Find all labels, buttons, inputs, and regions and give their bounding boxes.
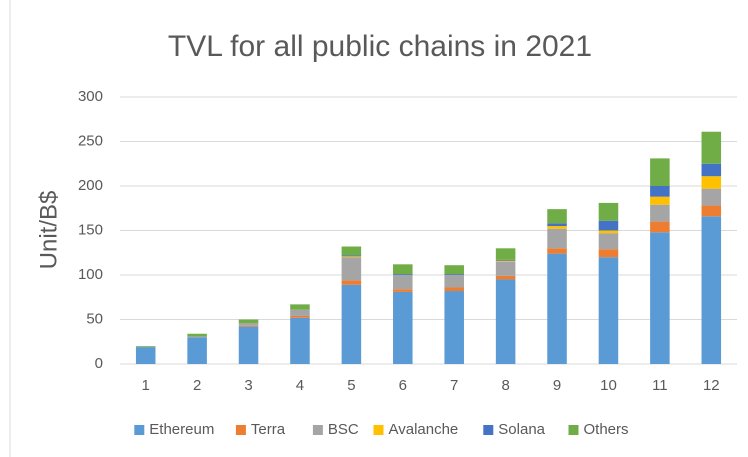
bar-segment (650, 158, 670, 186)
bar-segment (598, 257, 619, 364)
x-tick-label: 6 (399, 377, 407, 394)
legend-swatch (312, 425, 323, 435)
bar-segment (650, 186, 670, 197)
legend-swatch (568, 425, 579, 435)
bar-segment (598, 202, 619, 221)
bar-segment (701, 176, 722, 189)
bar-segment (495, 248, 516, 260)
x-tick-label: 4 (296, 377, 304, 394)
bar-segment (393, 275, 413, 290)
bar-segment (547, 228, 567, 249)
bar-segment (341, 284, 362, 364)
bar-segment (444, 275, 464, 288)
bar-segment (290, 317, 310, 364)
y-tick-label: 250 (78, 132, 103, 149)
bar-segment (495, 275, 516, 280)
bar-segment (444, 274, 464, 275)
legend-swatch (373, 425, 384, 435)
y-tick-label: 200 (78, 177, 103, 194)
bar-segment (444, 265, 464, 275)
bar-segment (444, 291, 464, 364)
bar-segment (341, 257, 362, 281)
bar-segment (238, 323, 259, 326)
bar-segment (598, 233, 619, 250)
bar-segment (341, 246, 362, 256)
bar-segment (650, 232, 670, 364)
x-tick-label: 8 (501, 377, 509, 394)
y-tick-label: 100 (78, 266, 103, 283)
bar-segment (393, 291, 413, 364)
x-tick-label: 3 (244, 377, 252, 394)
x-tick-label: 9 (553, 377, 561, 394)
legend-label: Others (584, 421, 629, 438)
bar-segment (238, 325, 259, 327)
bar-segment (598, 249, 619, 258)
bar-segment (187, 333, 207, 337)
y-axis-label: Unit/B$ (35, 191, 62, 270)
legend-label: Ethereum (149, 421, 214, 438)
y-tick-label: 50 (86, 310, 103, 327)
y-tick-label: 150 (78, 221, 103, 238)
legend-label: BSC (328, 421, 359, 438)
legend-label: Solana (498, 421, 545, 438)
x-tick-label: 12 (703, 377, 720, 394)
bar-segment (341, 280, 362, 285)
bar-segment (341, 255, 362, 257)
bar-segment (187, 337, 207, 364)
bar-segment (701, 205, 722, 217)
x-tick-label: 11 (652, 377, 668, 394)
bar-segment (598, 230, 619, 234)
bar-segment (598, 220, 619, 231)
bar-segment (341, 256, 362, 258)
legend-label: Avalanche (389, 421, 459, 438)
bar-segment (547, 253, 567, 364)
chart-title: TVL for all public chains in 2021 (168, 30, 592, 63)
bar-segment (495, 279, 516, 364)
bar-segment (393, 274, 413, 275)
legend-swatch (235, 425, 246, 435)
bar-segment (495, 260, 516, 262)
bar-segment (135, 346, 156, 348)
bar-segment (547, 248, 567, 254)
x-tick-label: 2 (193, 377, 201, 394)
bar-segment (650, 204, 670, 222)
y-tick-label: 300 (78, 88, 103, 105)
bar-segment (701, 131, 722, 164)
bar-segment (238, 319, 259, 324)
x-tick-label: 7 (450, 377, 458, 394)
bar-segment (701, 163, 722, 177)
legend-swatch (134, 425, 145, 435)
bar-segment (238, 326, 259, 364)
bar-segment (290, 304, 310, 310)
bar-segment (547, 226, 567, 229)
bar-segment (290, 315, 310, 318)
bar-segment (495, 261, 516, 276)
bar-segment (135, 347, 156, 364)
bar-segment (290, 309, 310, 316)
bar-segment (187, 336, 207, 338)
bar-segment (650, 196, 670, 205)
legend-swatch (483, 425, 494, 435)
bar-segment (547, 209, 567, 224)
bar-segment (650, 221, 670, 233)
x-tick-label: 5 (347, 377, 355, 394)
bar-segment (495, 259, 516, 261)
bar-segment (393, 289, 413, 292)
x-tick-label: 1 (142, 377, 150, 394)
bar-segment (547, 223, 567, 227)
legend-label: Terra (251, 421, 286, 438)
y-tick-label: 0 (95, 355, 103, 372)
bar-segment (393, 264, 413, 275)
bar-segment (701, 216, 722, 364)
x-tick-label: 10 (600, 377, 617, 394)
bar-segment (444, 287, 464, 292)
bar-segment (701, 188, 722, 206)
